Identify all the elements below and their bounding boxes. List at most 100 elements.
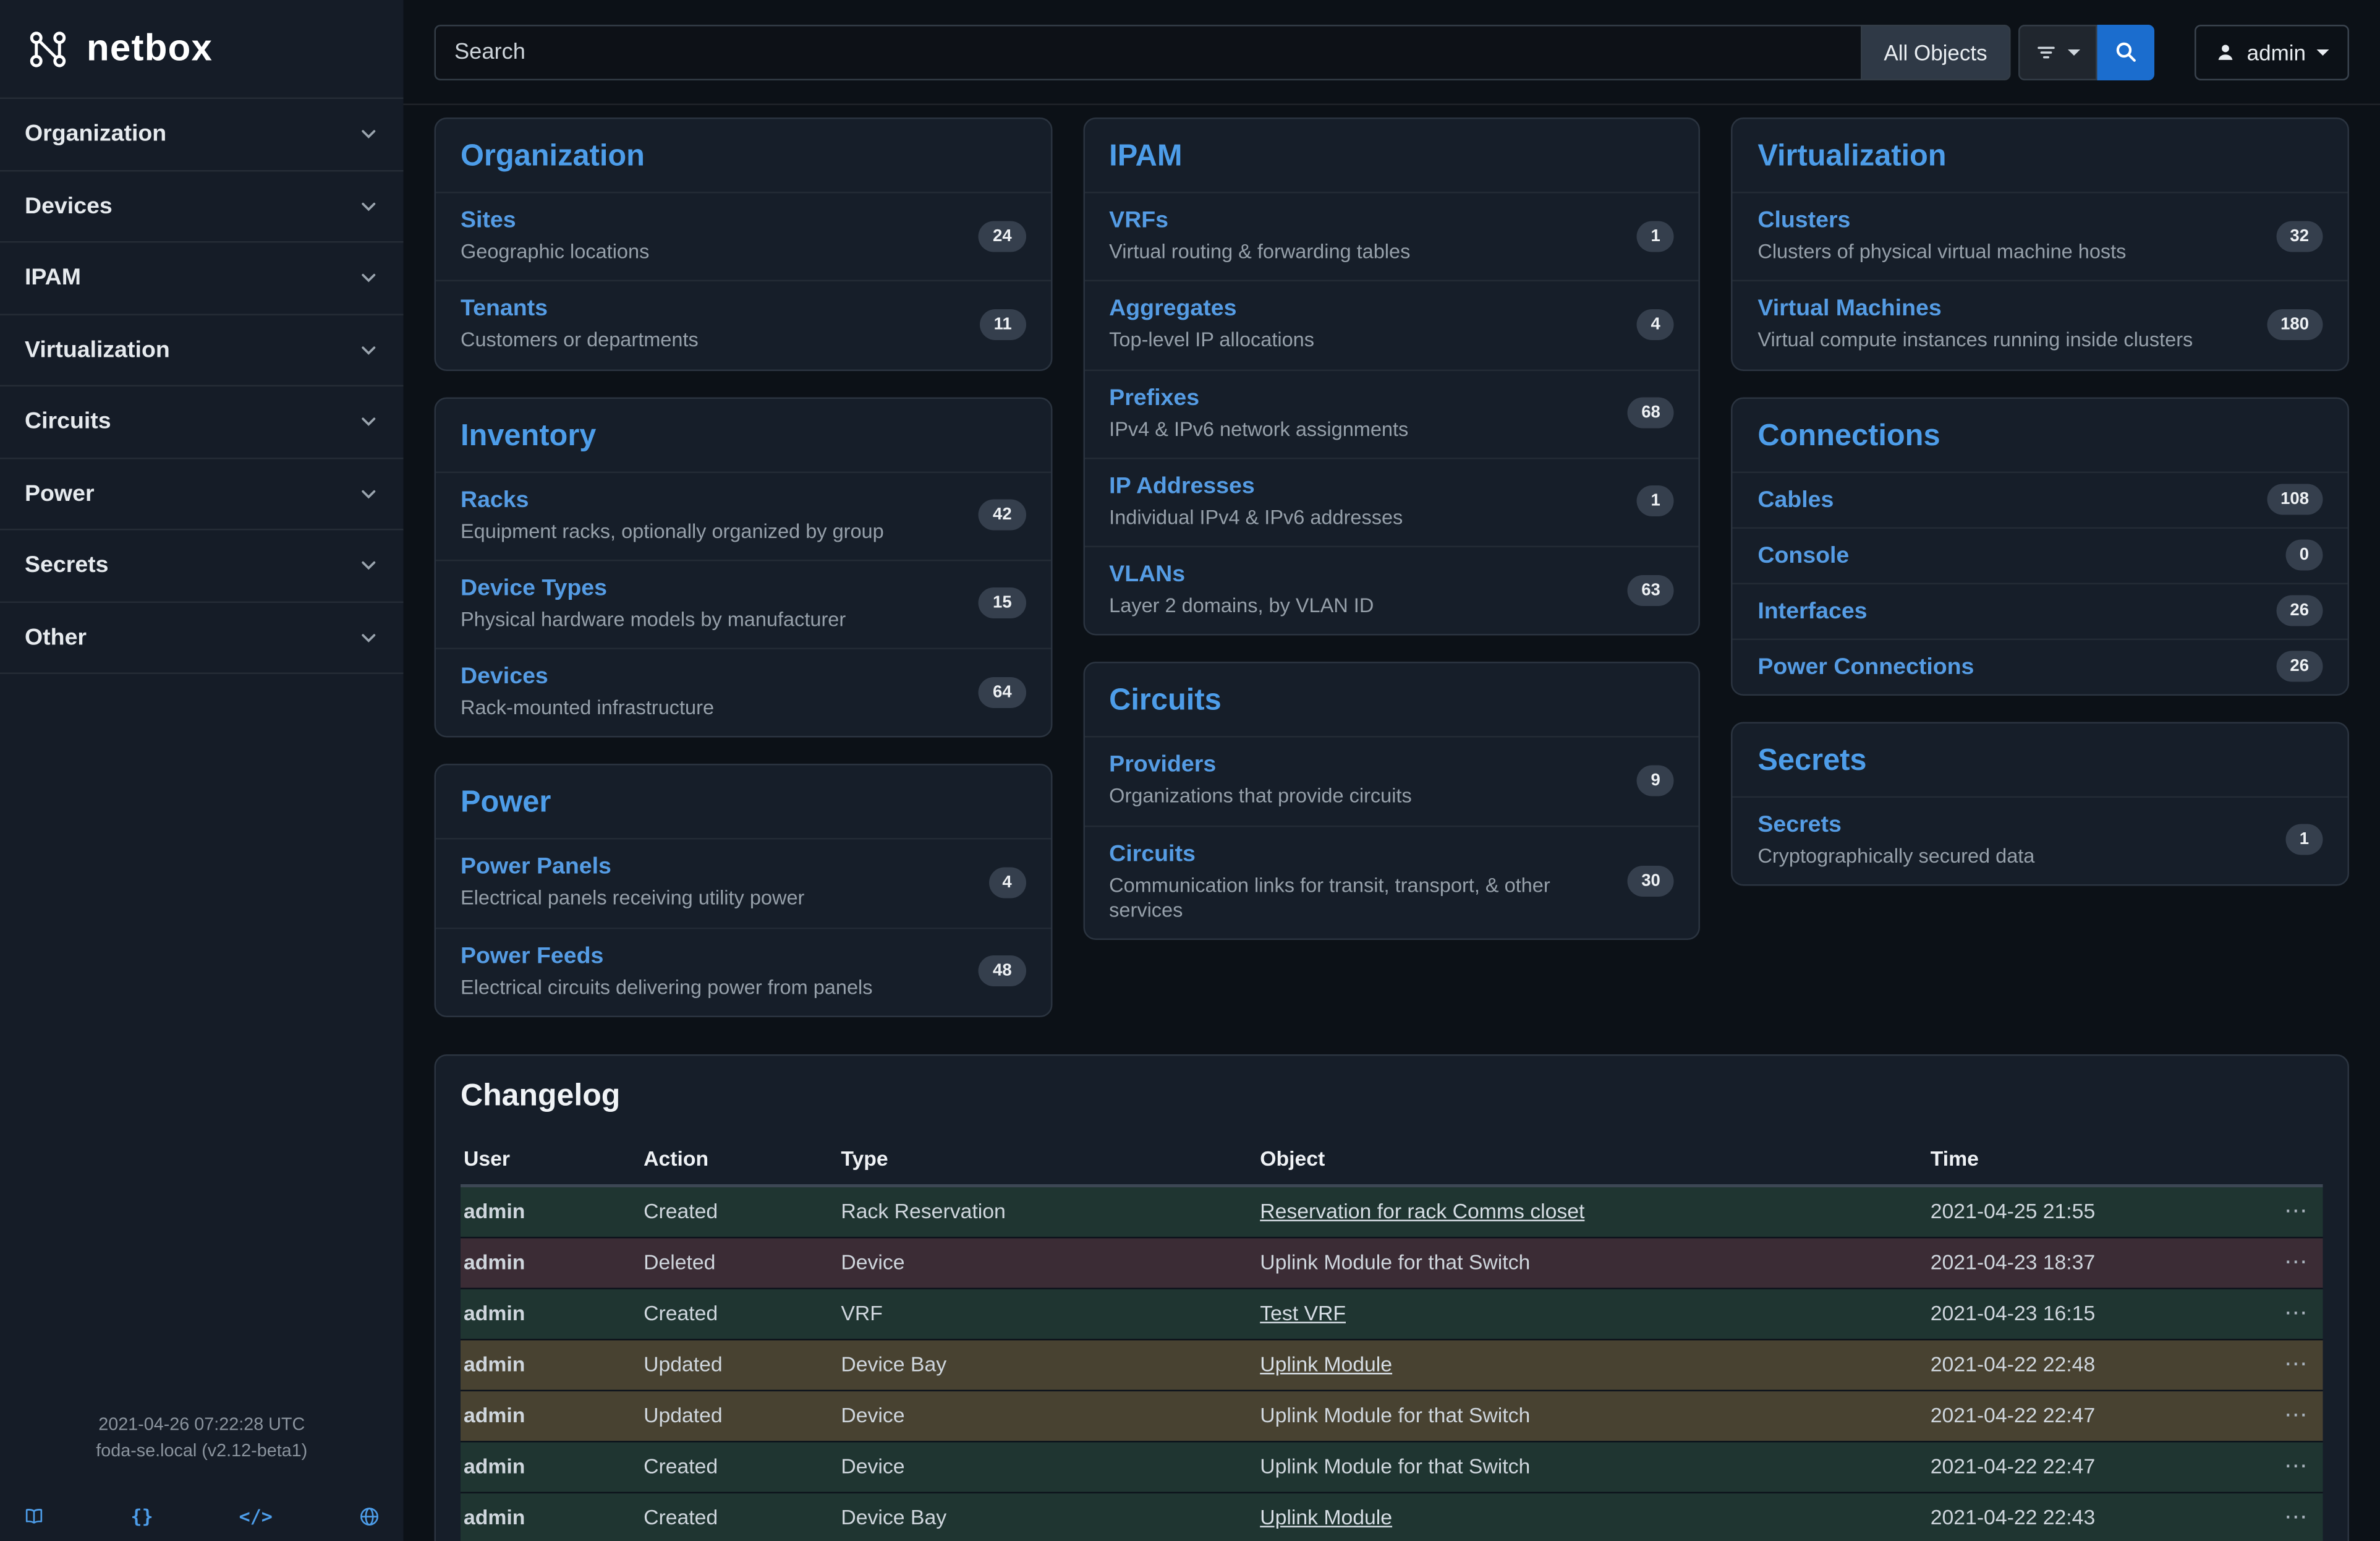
link-vlans[interactable]: VLANs (1109, 561, 1186, 588)
sidebar-item-ipam[interactable]: IPAM (0, 243, 404, 315)
link-sites[interactable]: Sites (461, 207, 516, 234)
column-actions (2238, 1134, 2323, 1187)
link-virtual-machines[interactable]: Virtual Machines (1757, 296, 1942, 322)
link-device-types[interactable]: Device Types (461, 574, 607, 601)
card-item: Tenants Customers or departments 11 (436, 280, 1051, 369)
sidebar-item-organization[interactable]: Organization (0, 99, 404, 171)
card-ipam: IPAM VRFs Virtual routing & forwarding t… (1082, 117, 1701, 636)
card-item: Clusters Clusters of physical virtual ma… (1733, 192, 2348, 280)
card-item: IP Addresses Individual IPv4 & IPv6 addr… (1084, 457, 1699, 545)
topbar: All Objects admin (403, 0, 2380, 105)
sidebar-item-secrets[interactable]: Secrets (0, 531, 404, 602)
search-scope-button[interactable]: All Objects (1860, 23, 2011, 80)
row-actions-button[interactable]: ⋯ (2284, 1351, 2308, 1378)
row-actions-button[interactable]: ⋯ (2284, 1300, 2308, 1327)
item-description: Geographic locations (461, 239, 650, 263)
sidebar-nav: Organization Devices IPAM Virtualization… (0, 99, 404, 674)
row-actions-button[interactable]: ⋯ (2284, 1198, 2308, 1225)
docs-book-icon[interactable] (23, 1506, 45, 1527)
item-description: Physical hardware models by manufacturer (461, 607, 846, 631)
sidebar-item-other[interactable]: Other (0, 602, 404, 674)
chevron-down-icon (362, 346, 376, 355)
count-badge[interactable]: 15 (979, 587, 1026, 619)
item-description: Layer 2 domains, by VLAN ID (1109, 594, 1374, 617)
sidebar-item-virtualization[interactable]: Virtualization (0, 315, 404, 386)
link-secrets[interactable]: Secrets (1757, 811, 1842, 837)
changelog-row: admin Created Device Uplink Module for t… (461, 1441, 2323, 1493)
link-aggregates[interactable]: Aggregates (1109, 296, 1237, 322)
sidebar-item-devices[interactable]: Devices (0, 171, 404, 243)
brand[interactable]: netbox (0, 0, 404, 99)
count-badge[interactable]: 108 (2266, 484, 2323, 515)
link-vrfs[interactable]: VRFs (1109, 207, 1169, 234)
server-host-version: foda-se.local (v2.12-beta1) (96, 1441, 308, 1461)
log-object-link[interactable]: Test VRF (1260, 1302, 1346, 1326)
link-console[interactable]: Console (1757, 542, 1850, 568)
link-cables[interactable]: Cables (1757, 486, 1834, 513)
count-badge[interactable]: 48 (979, 955, 1026, 987)
count-badge[interactable]: 0 (2285, 539, 2323, 571)
count-badge[interactable]: 1 (1637, 485, 1675, 517)
count-badge[interactable]: 4 (1637, 309, 1675, 340)
card-item: Secrets Cryptographically secured data 1 (1733, 795, 2348, 884)
count-badge[interactable]: 26 (2276, 651, 2323, 682)
sidebar-item-power[interactable]: Power (0, 458, 404, 531)
search-input[interactable] (434, 23, 1861, 80)
link-tenants[interactable]: Tenants (461, 296, 548, 322)
code-icon[interactable]: </> (239, 1506, 273, 1527)
link-power-panels[interactable]: Power Panels (461, 853, 611, 881)
log-time: 2021-04-22 22:47 (1915, 1441, 2239, 1493)
link-interfaces[interactable]: Interfaces (1757, 597, 1868, 624)
log-object-link[interactable]: Reservation for rack Comms closet (1260, 1200, 1585, 1224)
api-braces-icon[interactable]: {} (130, 1506, 153, 1527)
count-badge[interactable]: 1 (2285, 824, 2323, 855)
log-type: Device (825, 1441, 1245, 1493)
item-description: Equipment racks, optionally organized by… (461, 518, 884, 542)
link-power-feeds[interactable]: Power Feeds (461, 942, 604, 969)
count-badge[interactable]: 63 (1627, 574, 1675, 606)
log-object-link[interactable]: Uplink Module (1260, 1506, 1393, 1530)
count-badge[interactable]: 42 (979, 499, 1026, 531)
log-action: Created (628, 1441, 826, 1493)
card-circuits: Circuits Providers Organizations that pr… (1082, 662, 1701, 940)
link-circuits[interactable]: Circuits (1109, 840, 1196, 867)
link-power-connections[interactable]: Power Connections (1757, 653, 1974, 680)
link-prefixes[interactable]: Prefixes (1109, 384, 1200, 411)
count-badge[interactable]: 11 (980, 309, 1026, 340)
link-racks[interactable]: Racks (461, 486, 529, 513)
link-providers[interactable]: Providers (1109, 751, 1217, 779)
count-badge[interactable]: 9 (1637, 765, 1675, 796)
count-badge[interactable]: 4 (988, 867, 1026, 899)
count-badge[interactable]: 64 (979, 677, 1026, 708)
chevron-down-icon (362, 633, 376, 642)
log-object: Uplink Module for that Switch (1260, 1251, 1531, 1274)
log-object-link[interactable]: Uplink Module (1260, 1353, 1393, 1377)
link-ip-addresses[interactable]: IP Addresses (1109, 472, 1255, 499)
row-actions-button[interactable]: ⋯ (2284, 1505, 2308, 1531)
log-type: VRF (825, 1288, 1245, 1340)
count-badge[interactable]: 1 (1637, 220, 1675, 252)
row-actions-button[interactable]: ⋯ (2284, 1453, 2308, 1480)
log-object: Uplink Module for that Switch (1260, 1455, 1531, 1479)
search-filter-dropdown[interactable] (2018, 23, 2097, 80)
changelog-row: admin Created VRF Test VRF 2021-04-23 16… (461, 1288, 2323, 1340)
changelog-row: admin Created Rack Reservation Reservati… (461, 1185, 2323, 1238)
count-badge[interactable]: 30 (1627, 866, 1675, 897)
count-badge[interactable]: 68 (1627, 397, 1675, 429)
item-description: Individual IPv4 & IPv6 addresses (1109, 505, 1403, 529)
sidebar-item-circuits[interactable]: Circuits (0, 386, 404, 459)
link-clusters[interactable]: Clusters (1757, 207, 1851, 234)
search-submit-button[interactable] (2097, 23, 2154, 80)
card-title: IPAM (1109, 139, 1183, 173)
link-devices[interactable]: Devices (461, 663, 548, 690)
count-badge[interactable]: 26 (2276, 595, 2323, 626)
community-globe-icon[interactable] (359, 1506, 380, 1527)
count-badge[interactable]: 24 (979, 220, 1026, 252)
row-actions-button[interactable]: ⋯ (2284, 1249, 2308, 1276)
dashboard-grid: Organization Sites Geographic locations … (434, 117, 2350, 1017)
user-menu-button[interactable]: admin (2194, 23, 2349, 80)
count-badge[interactable]: 180 (2266, 309, 2323, 340)
count-badge[interactable]: 32 (2276, 220, 2323, 252)
row-actions-button[interactable]: ⋯ (2284, 1402, 2308, 1429)
search-group: All Objects (434, 23, 2154, 80)
